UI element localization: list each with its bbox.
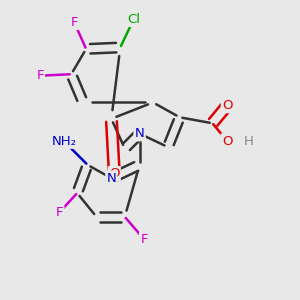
Text: O: O <box>222 99 232 112</box>
Text: NH₂: NH₂ <box>51 135 76 148</box>
Text: Cl: Cl <box>127 13 140 26</box>
Text: F: F <box>140 233 148 246</box>
Text: O: O <box>109 167 120 180</box>
Text: F: F <box>56 206 63 219</box>
Text: H: H <box>244 135 254 148</box>
Text: O: O <box>222 135 232 148</box>
Text: N: N <box>135 127 145 140</box>
Text: F: F <box>70 16 78 29</box>
Text: N: N <box>106 172 116 185</box>
Text: F: F <box>36 69 44 82</box>
